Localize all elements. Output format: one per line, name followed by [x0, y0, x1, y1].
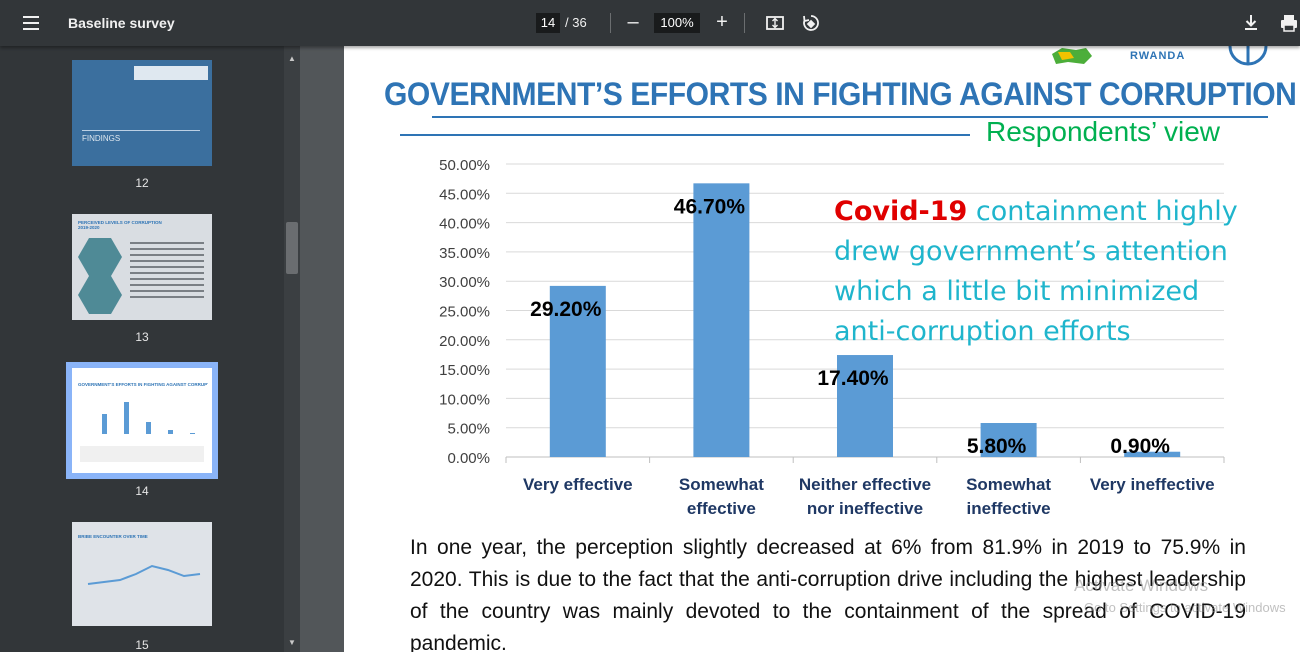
bar-chart: 0.00% 5.00% 10.00% 15.00% 20.00% 25.00% 30.00%…	[439, 157, 1225, 518]
pdf-toolbar: Baseline survey 14 / 36 – 100% +	[0, 0, 1300, 46]
x-category-label: Very effective	[523, 475, 633, 494]
slide-subtitle: Respondents’ view	[986, 116, 1220, 147]
covid-annotation: Covid-19 containment highly drew governm…	[834, 192, 1254, 352]
activation-watermark-sub: Go to Settings to activate Windows	[1084, 600, 1286, 615]
y-tick-label: 15.00%	[439, 362, 490, 379]
x-category-label: Somewhat ineffective	[966, 475, 1051, 518]
thumbnail-label: 14	[135, 484, 149, 498]
data-label: 29.20%	[530, 298, 602, 321]
rotate-icon[interactable]	[800, 12, 822, 34]
thumbnail-heading: GOVERNMENT'S EFFORTS IN FIGHTING AGAINST…	[78, 382, 208, 387]
y-tick-label: 5.00%	[447, 421, 490, 438]
thumbnail-page-12[interactable]: FINDINGS	[72, 60, 212, 166]
thumbnail-page-13[interactable]: PERCEIVED LEVELS OF CORRUPTION 2019-2020	[72, 214, 212, 320]
rwanda-map-logo-icon	[1052, 48, 1092, 64]
y-tick-label: 45.00%	[439, 186, 490, 203]
zoom-level-input[interactable]: 100%	[654, 13, 700, 33]
globe-logo-icon	[1228, 46, 1268, 66]
page-count: / 36	[565, 15, 587, 30]
thumbnail-label: 13	[135, 330, 149, 344]
thumbnail-text-lines	[130, 242, 204, 298]
activation-watermark: Activate Windows	[1074, 576, 1209, 595]
thumbnail-page-15[interactable]: BRIBE ENCOUNTER OVER TIME	[72, 522, 212, 626]
stat-hexagon-icon	[78, 238, 122, 276]
bar	[549, 285, 606, 457]
subtitle-rule	[400, 134, 970, 136]
print-icon[interactable]	[1278, 12, 1300, 34]
fit-page-icon[interactable]	[764, 12, 786, 34]
data-label: 46.70%	[674, 195, 746, 218]
toolbar-divider	[744, 13, 745, 33]
x-category-label: Very ineffective	[1090, 475, 1215, 494]
bar	[1124, 451, 1181, 457]
slide-title: GOVERNMENT’S EFFORTS IN FIGHTING AGAINST…	[384, 76, 1297, 112]
stat-hexagon-icon	[78, 276, 122, 314]
thumbnail-heading: FINDINGS	[82, 134, 121, 143]
thumbnail-heading: BRIBE ENCOUNTER OVER TIME	[78, 534, 148, 539]
thumbnail-sidebar: FINDINGS 12 PERCEIVED LEVELS OF CORRUPTI…	[0, 46, 300, 652]
zoom-out-button[interactable]: –	[627, 11, 639, 33]
covid-highlight: Covid-19	[834, 196, 968, 227]
logo-icon	[134, 66, 208, 80]
viewer-background	[300, 46, 344, 652]
bar	[837, 355, 893, 457]
title-underline	[432, 116, 1268, 118]
zoom-in-button[interactable]: +	[716, 11, 728, 33]
thumbnail-label: 15	[135, 638, 149, 652]
scroll-up-icon[interactable]: ▲	[288, 54, 296, 63]
sidebar-scrollbar[interactable]	[284, 46, 300, 652]
y-tick-label: 35.00%	[439, 245, 490, 262]
slide-body-text: In one year, the perception slightly dec…	[410, 536, 1246, 652]
data-label: 5.80%	[967, 435, 1027, 458]
thumbnail-page-14[interactable]: GOVERNMENT'S EFFORTS IN FIGHTING AGAINST…	[72, 368, 212, 473]
x-category-label: Neither effective nor ineffective	[799, 475, 931, 518]
logo-text: RWANDA	[1130, 50, 1186, 62]
y-tick-label: 25.00%	[439, 304, 490, 321]
scroll-down-icon[interactable]: ▼	[288, 638, 296, 647]
thumbnail-label: 12	[135, 176, 149, 190]
y-tick-label: 20.00%	[439, 333, 490, 350]
page-number-input[interactable]: 14	[536, 13, 560, 33]
thumbnail-divider	[82, 130, 200, 131]
y-tick-label: 30.00%	[439, 274, 490, 291]
bar	[693, 183, 750, 457]
toolbar-divider	[610, 13, 611, 33]
document-title: Baseline survey	[68, 15, 175, 31]
covid-annotation-text: containment highly drew government’s att…	[834, 196, 1238, 347]
pdf-page: RWANDA GOVERNMENT’S EFFORTS IN FIGHTING …	[344, 46, 1300, 652]
thumbnail-mini-line-chart	[87, 564, 201, 585]
menu-icon[interactable]	[18, 11, 44, 35]
x-category-label: Somewhat effective	[679, 475, 764, 518]
data-label: 17.40%	[817, 367, 889, 390]
thumbnail-heading: PERCEIVED LEVELS OF CORRUPTION 2019-2020	[78, 220, 162, 230]
thumbnail-mini-chart	[80, 402, 204, 462]
sidebar-scroll-thumb[interactable]	[286, 222, 298, 274]
y-tick-label: 40.00%	[439, 216, 490, 233]
download-icon[interactable]	[1240, 12, 1262, 34]
y-tick-label: 0.00%	[447, 450, 490, 467]
y-tick-label: 10.00%	[439, 391, 490, 408]
y-tick-label: 50.00%	[439, 157, 490, 174]
data-label: 0.90%	[1110, 435, 1170, 458]
bar	[980, 423, 1037, 457]
